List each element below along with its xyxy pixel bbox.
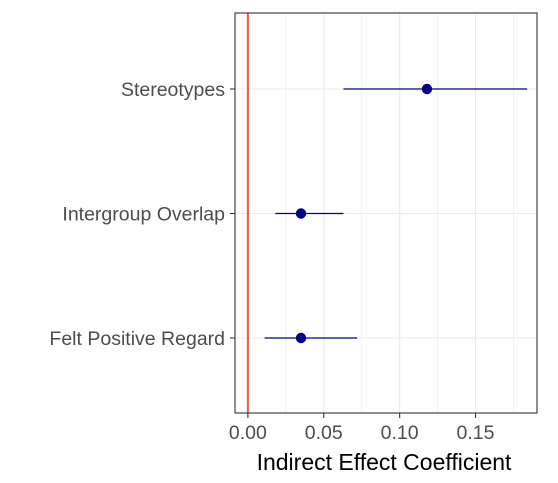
x-tick-label: 0.05 [305, 422, 343, 444]
x-tick-label: 0.15 [457, 422, 495, 444]
point-estimate-marker [295, 332, 307, 344]
y-tick-label: Felt Positive Regard [49, 328, 225, 350]
y-axis: Stereotypes Intergroup Overlap Felt Positi… [49, 79, 235, 350]
y-tick-label: Stereotypes [121, 79, 225, 101]
y-tick-label: Intergroup Overlap [62, 204, 225, 226]
confidence-intervals [264, 88, 528, 339]
point-estimate-marker [295, 208, 307, 219]
x-axis: 0.00 0.05 0.10 0.15 [229, 413, 495, 444]
point-estimate-marker [421, 83, 433, 95]
point-estimates [295, 83, 433, 344]
x-axis-title: Indirect Effect Coefficient [257, 449, 512, 475]
x-tick-label: 0.10 [381, 422, 419, 444]
x-tick-label: 0.00 [229, 422, 267, 444]
